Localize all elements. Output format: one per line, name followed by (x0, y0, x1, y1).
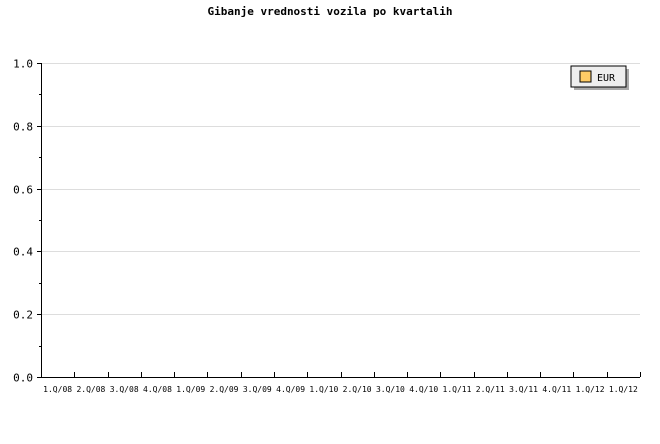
x-axis-ticks: 1.Q/08 2.Q/08 3.Q/08 4.Q/08 1.Q/09 2.Q/09 3.Q/… (43, 372, 641, 394)
y-tick-label: 0.8 (13, 121, 33, 134)
gridlines (41, 63, 640, 315)
x-tick-label: 2.Q/08 (76, 385, 105, 394)
x-tick-label: 3.Q/08 (110, 385, 139, 394)
legend-label-eur: EUR (597, 73, 616, 84)
x-tick-label: 1.Q/08 (43, 385, 72, 394)
x-tick-label: 4.Q/10 (409, 385, 438, 394)
x-tick-label: 4.Q/09 (276, 385, 305, 394)
x-tick-label: 3.Q/10 (376, 385, 405, 394)
x-tick-label: 4.Q/11 (542, 385, 571, 394)
x-tick-label: 2.Q/11 (476, 385, 505, 394)
x-tick-label: 2.Q/10 (343, 385, 372, 394)
x-tick-label: 3.Q/11 (509, 385, 538, 394)
y-axis-ticks: 0.0 0.2 0.4 0.6 0.8 1.0 (13, 58, 41, 385)
x-tick-label: 1.Q/09 (176, 385, 205, 394)
y-tick-label: 0.6 (13, 184, 33, 197)
legend-swatch-eur (579, 70, 592, 83)
y-tick-label: 0.0 (13, 372, 33, 385)
y-tick-label: 0.4 (13, 246, 33, 259)
x-tick-label: 3.Q/09 (243, 385, 272, 394)
x-tick-label: 4.Q/08 (143, 385, 172, 394)
chart-title: Gibanje vrednosti vozila po kvartalih (207, 5, 452, 18)
x-tick-label: 2.Q/09 (210, 385, 239, 394)
x-tick-label: 1.Q/11 (443, 385, 472, 394)
x-tick-label: 1.Q/12 (609, 385, 638, 394)
axes (41, 63, 640, 378)
y-tick-label: 1.0 (13, 58, 33, 71)
x-tick-label: 1.Q/10 (309, 385, 338, 394)
y-tick-label: 0.2 (13, 309, 33, 322)
x-tick-label: 1.Q/12 (576, 385, 605, 394)
legend: EUR (570, 65, 629, 90)
